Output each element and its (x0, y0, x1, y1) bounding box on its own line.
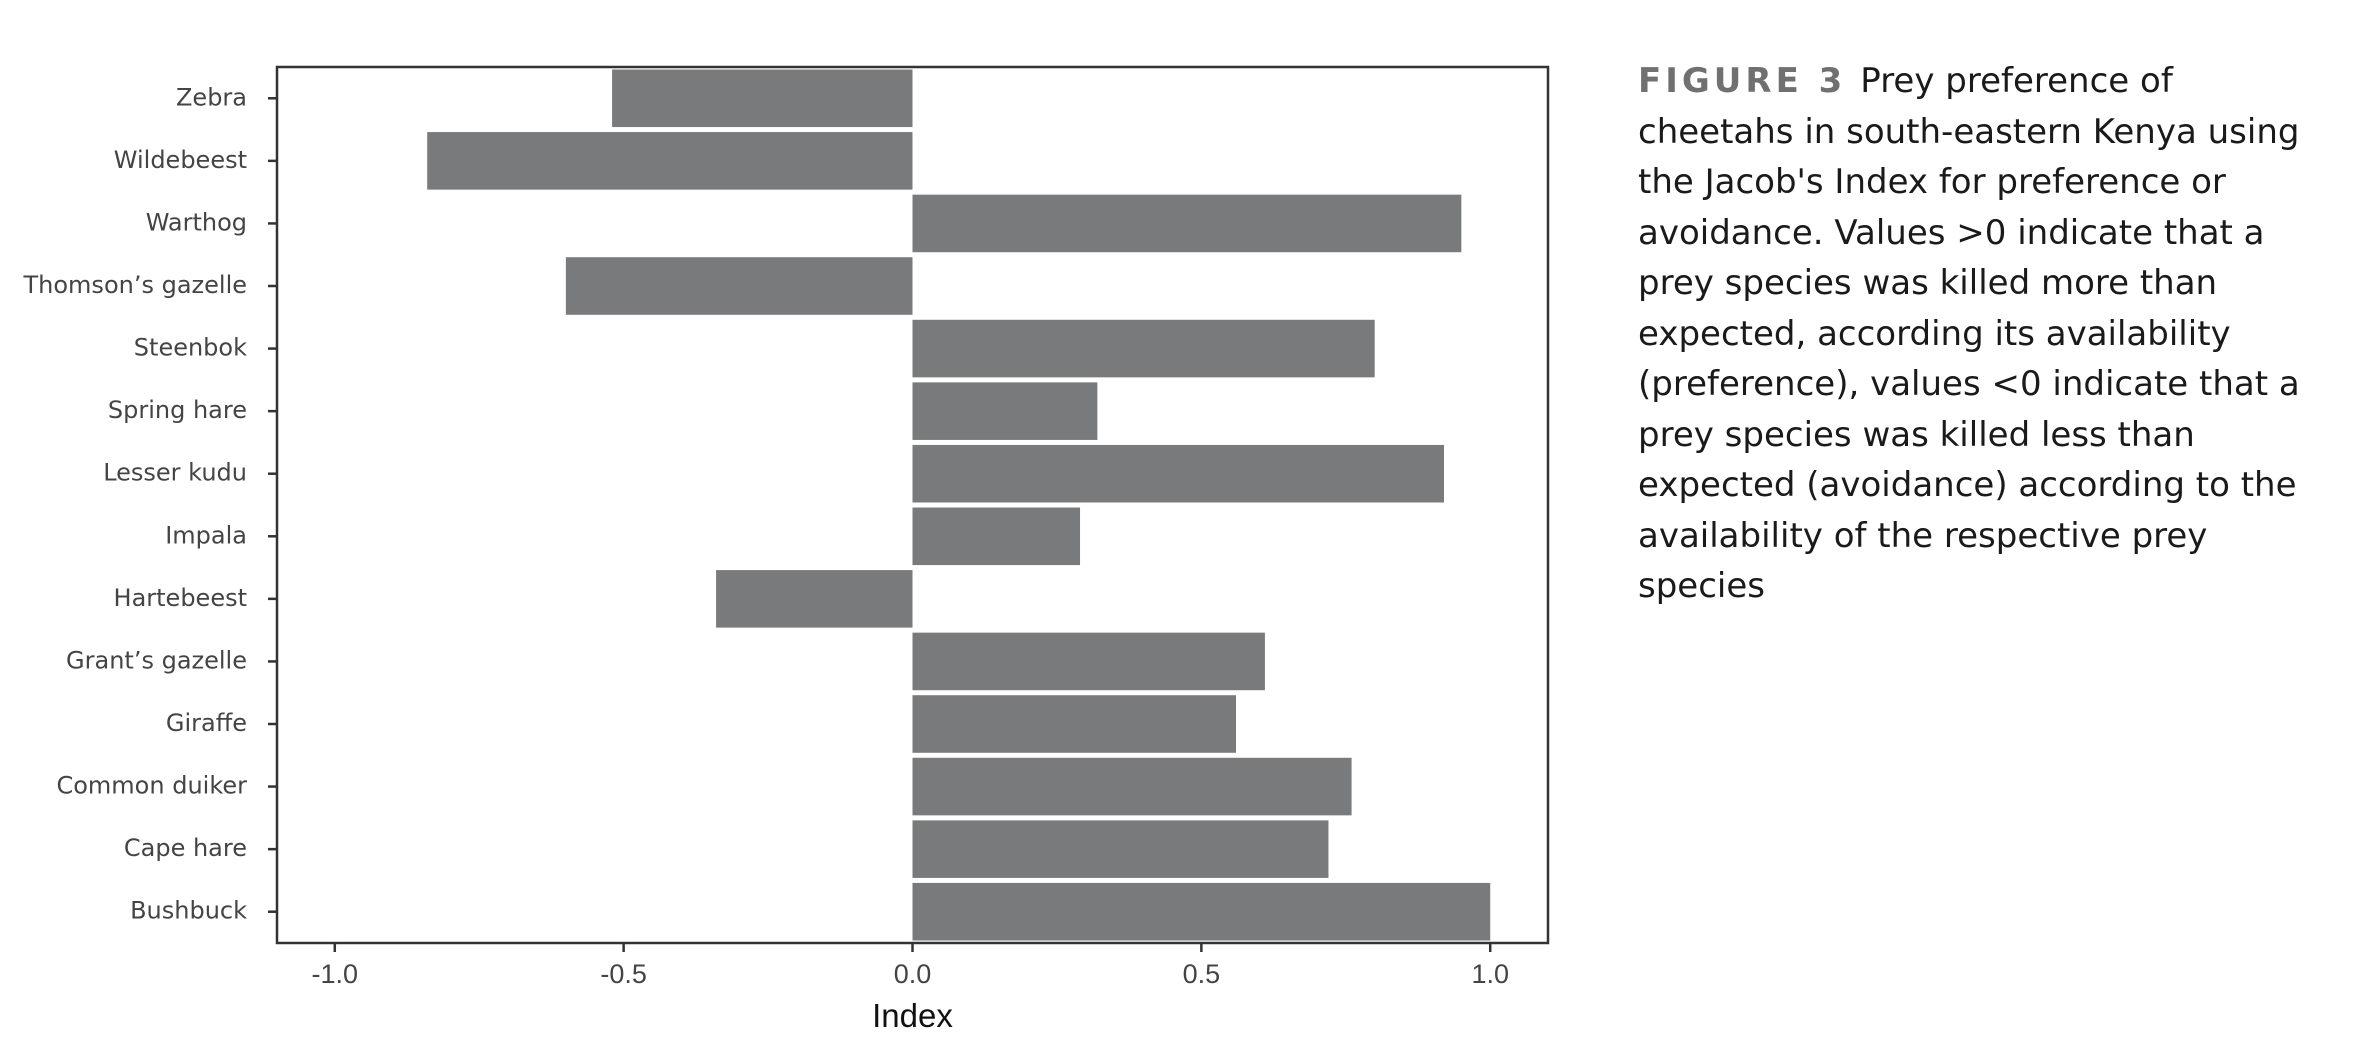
y-tick-label: Spring hare (108, 396, 247, 424)
bar-common-duiker (912, 757, 1352, 816)
y-tick-label: Wildebeest (114, 146, 247, 174)
bar-grant-s-gazelle (912, 632, 1265, 691)
y-tick-label: Common duiker (56, 772, 247, 800)
x-axis-title: Index (872, 997, 953, 1034)
y-tick-label: Cape hare (124, 834, 247, 862)
y-ticks: Zebra Wildebeest Warthog Thomson’s gazelle S… (23, 83, 277, 925)
y-tick-label: Steenbok (134, 334, 247, 362)
y-tick-label: Warthog (146, 208, 247, 236)
y-tick-label: Zebra (176, 83, 247, 111)
y-tick-label: Grant’s gazelle (66, 646, 247, 674)
y-tick-label: Giraffe (166, 709, 247, 737)
bar-spring-hare (912, 382, 1098, 440)
chart: Zebra Wildebeest Warthog Thomson’s gazelle S… (23, 65, 1550, 1034)
x-tick-label: 0.5 (1183, 959, 1221, 989)
y-tick-label: Bushbuck (130, 897, 247, 925)
bar-thomson-s-gazelle (565, 257, 913, 315)
bar-steenbok (912, 319, 1375, 378)
x-tick-label: -0.5 (600, 959, 647, 989)
y-tick-label: Thomson’s gazelle (23, 271, 248, 299)
figure-caption: FIGURE 3 Prey preference of cheetahs in s… (1638, 56, 2338, 612)
bar-zebra (612, 69, 913, 128)
figure-label: FIGURE 3 (1638, 61, 1847, 101)
bars (427, 69, 1491, 941)
bar-hartebeest (716, 570, 913, 628)
y-tick-label: Hartebeest (114, 584, 247, 612)
bar-lesser-kudu (912, 444, 1445, 503)
y-tick-label: Impala (165, 521, 247, 549)
bar-impala (912, 507, 1081, 566)
bar-wildebeest (427, 132, 913, 190)
bar-bushbuck (912, 882, 1491, 941)
bar-warthog (912, 194, 1462, 253)
x-ticks: -1.0 -0.5 0.0 0.5 1.0 (312, 943, 1509, 989)
y-tick-label: Lesser kudu (103, 459, 247, 487)
bar-cape-hare (912, 820, 1329, 878)
x-tick-label: 0.0 (894, 959, 932, 989)
bar-giraffe (912, 695, 1237, 753)
caption-text: Prey preference of cheetahs in south-eas… (1638, 61, 2300, 606)
x-tick-label: -1.0 (312, 959, 359, 989)
x-tick-label: 1.0 (1471, 959, 1509, 989)
